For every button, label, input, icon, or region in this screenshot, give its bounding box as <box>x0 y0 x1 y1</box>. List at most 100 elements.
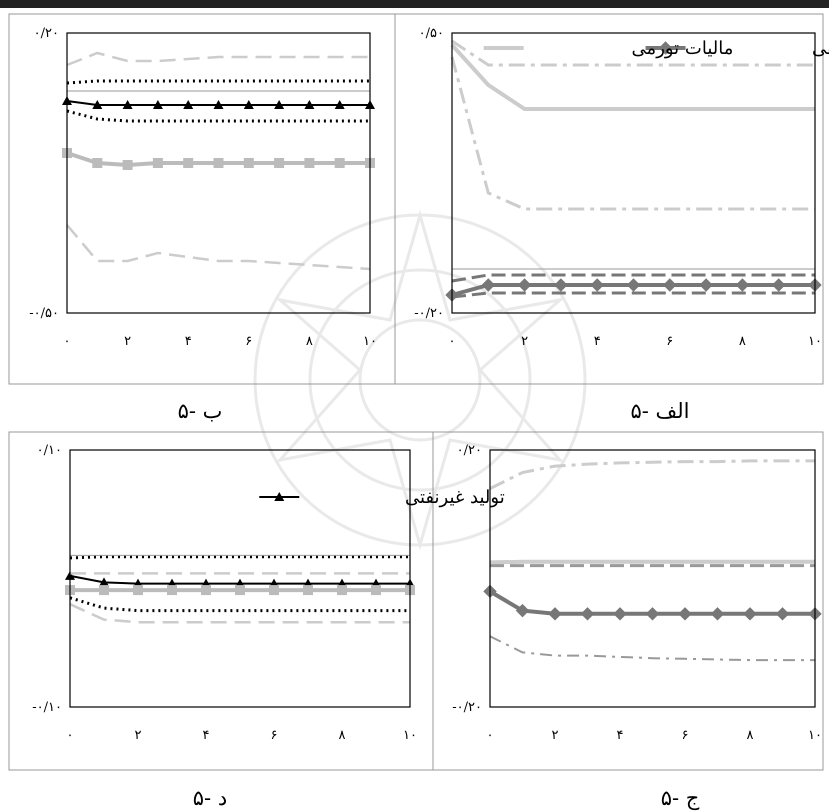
data-point-interest-8 <box>735 278 750 292</box>
data-point-tax-1 <box>99 585 109 596</box>
data-point-output-7 <box>274 100 285 109</box>
legend-label-output: تولید غیرنفتی <box>405 487 505 508</box>
data-point-tax-7 <box>274 158 285 168</box>
series-line-output_lower <box>66 109 370 123</box>
series-line-tax_upper <box>66 51 370 67</box>
data-point-tax-3 <box>152 158 163 168</box>
series-line-inflation_tax <box>489 559 815 565</box>
data-point-tax-7 <box>303 585 313 596</box>
data-point-interest-8 <box>743 607 757 621</box>
plot-area <box>451 32 816 314</box>
x-tick-label-6: ۶ <box>271 728 278 743</box>
y-tick-label-top: ۰/۱۰ <box>37 443 62 458</box>
data-point-interest-9 <box>775 607 790 621</box>
panel-5-be: ۰/۲۰ -۰/۵۰ ۰ ۲ ۴ ۶ ۸ ۱۰ ۵- ب <box>29 26 377 423</box>
x-tick-label-2: ۲ <box>521 334 528 349</box>
data-point-output-2 <box>122 100 133 109</box>
panel-5-alef: ۰/۵۰ -۰/۲۰ ۰ ۲ ۴ ۶ ۸ ۱۰ ۵- الف نرخ بهره حقیقی مالی… <box>414 26 829 423</box>
y-tick-label-top: ۰/۵۰ <box>419 26 444 41</box>
plot-area <box>69 449 411 708</box>
x-tick-label-6: ۶ <box>245 334 252 349</box>
x-tick-label-10: ۱۰ <box>808 334 822 349</box>
data-point-tax-9 <box>334 158 345 168</box>
x-tick-label-6: ۶ <box>682 728 689 743</box>
series-line-interest_lower <box>489 635 815 662</box>
series-line-output_upper <box>66 79 370 85</box>
x-tick-label-0: ۰ <box>449 334 456 349</box>
data-point-interest-3 <box>580 607 595 621</box>
data-point-tax-9 <box>371 585 381 596</box>
x-tick-label-10: ۱۰ <box>808 728 822 743</box>
x-tick-label-4: ۴ <box>617 728 624 743</box>
data-point-tax-6 <box>243 158 254 168</box>
frames <box>8 13 824 771</box>
x-tick-label-10: ۱۰ <box>403 728 417 743</box>
panel-5-dal: ۰/۱۰ -۰/۱۰ ۰ ۲ ۴ ۶ ۸ ۱۰ ۵- د تولید غیرنفتی <box>32 443 504 810</box>
data-point-tax-4 <box>183 158 194 168</box>
y-tick-label-top: ۰/۲۰ <box>457 443 482 458</box>
frame-bottom-left <box>8 431 434 771</box>
data-point-tax-6 <box>269 585 279 596</box>
x-tick-label-2: ۲ <box>135 728 142 743</box>
data-point-interest-7 <box>710 607 725 621</box>
y-tick-label-bottom: -۰/۲۰ <box>452 700 482 715</box>
x-tick-label-8: ۸ <box>306 334 313 349</box>
plot-area <box>489 449 816 708</box>
data-point-interest-5 <box>645 607 660 621</box>
data-point-interest-5 <box>626 278 641 292</box>
x-tick-label-4: ۴ <box>185 334 192 349</box>
data-point-output-1 <box>92 100 103 109</box>
x-tick-label-0: ۰ <box>67 728 74 743</box>
series-line-interest_lower <box>451 291 815 299</box>
data-point-tax-5 <box>235 585 245 596</box>
data-point-tax-8 <box>304 158 315 168</box>
series-line-inflation_tax_upper <box>489 459 815 490</box>
data-point-tax-4 <box>201 585 211 596</box>
legend-label-interest: نرخ بهره حقیقی <box>812 38 829 59</box>
data-point-interest-9 <box>771 278 786 292</box>
legend-label-inflation_tax: مالیات تورمی <box>632 38 734 59</box>
x-tick-label-8: ۸ <box>339 728 346 743</box>
x-tick-label-4: ۴ <box>594 334 601 349</box>
frame-bottom-right <box>432 431 824 771</box>
x-tick-label-2: ۲ <box>552 728 559 743</box>
data-point-interest-4 <box>613 607 627 621</box>
data-point-output-5 <box>213 100 224 109</box>
x-tick-label-6: ۶ <box>666 334 673 349</box>
panel-caption: ۵- د <box>193 786 227 810</box>
data-point-tax-1 <box>92 158 103 168</box>
y-tick-label-top: ۰/۲۰ <box>34 26 59 41</box>
panel-caption: ۵- ج <box>661 786 700 811</box>
plot-area <box>66 32 371 314</box>
data-point-interest-6 <box>678 607 692 621</box>
x-tick-label-2: ۲ <box>124 334 131 349</box>
legend-marker-output <box>274 492 285 501</box>
data-point-tax-2 <box>133 585 143 596</box>
data-point-tax-2 <box>122 160 133 170</box>
legend-marker-interest <box>658 41 673 55</box>
series-line-output_upper <box>69 555 410 560</box>
data-point-interest-6 <box>663 278 677 292</box>
series-line-interest_upper <box>451 273 815 283</box>
data-point-interest-1 <box>515 603 530 618</box>
series-line-tax_lower <box>69 603 410 624</box>
watermark-rosette <box>253 209 587 551</box>
data-point-tax-3 <box>167 585 177 596</box>
data-point-output-8 <box>304 100 315 109</box>
series-line-tax_lower <box>66 224 371 271</box>
panel-5-jim: ۰/۲۰ -۰/۲۰ ۰ ۲ ۴ ۶ ۸ ۱۰ ۵- ج <box>452 443 822 811</box>
x-tick-label-0: ۰ <box>487 728 494 743</box>
data-point-output-1 <box>99 577 109 587</box>
data-point-output-4 <box>183 100 194 109</box>
frame-top-right <box>394 13 824 385</box>
series-line-inflation_tax_upper <box>451 39 815 67</box>
y-tick-label-bottom: -۰/۲۰ <box>414 306 444 321</box>
data-point-output-9 <box>334 100 345 109</box>
data-point-interest-2 <box>548 607 562 621</box>
data-point-interest-7 <box>699 278 713 292</box>
data-point-tax-5 <box>213 158 224 168</box>
series-line-inflation_tax <box>450 43 815 111</box>
panel-caption: ۵- ب <box>178 399 223 423</box>
data-point-interest-2 <box>517 278 532 292</box>
